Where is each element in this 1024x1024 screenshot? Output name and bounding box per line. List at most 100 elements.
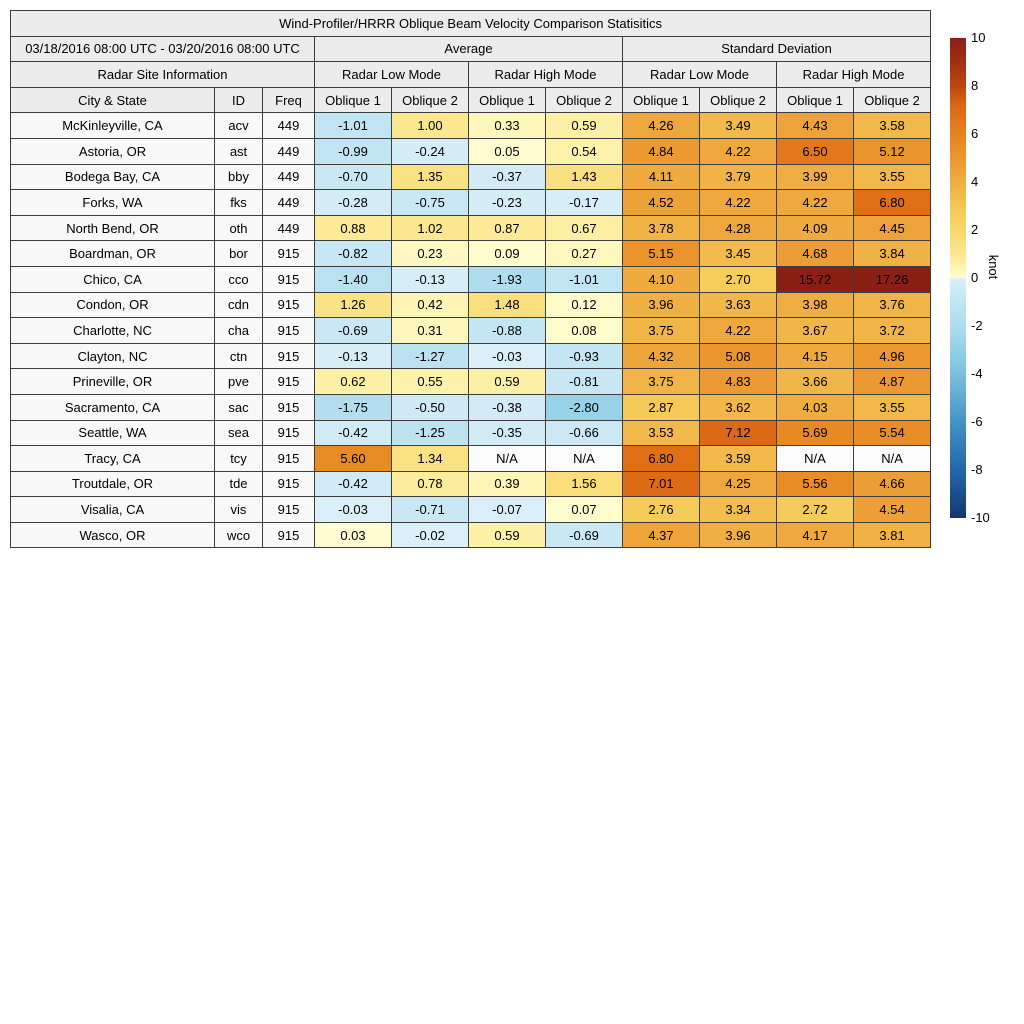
value-cell: -0.03 (468, 342, 546, 370)
colorbar-tick-label: 8 (971, 78, 979, 93)
value-cell: 1.34 (391, 445, 469, 472)
value-cell: 4.03 (776, 393, 854, 421)
value-cell: 3.55 (852, 393, 932, 421)
value-cell: -0.42 (314, 470, 392, 498)
value-cell: 6.80 (622, 445, 700, 472)
value-cell: -1.01 (545, 265, 623, 293)
value-cell: 3.49 (699, 112, 777, 139)
value-cell: 3.75 (622, 317, 700, 344)
value-cell: 4.25 (699, 470, 777, 498)
value-cell: 3.53 (622, 419, 700, 447)
value-cell: -1.75 (314, 393, 392, 421)
value-cell: 0.59 (468, 521, 546, 549)
city-cell: Sacramento, CA (10, 393, 215, 421)
city-state-header: City & State (10, 86, 215, 114)
value-cell: 1.26 (314, 291, 392, 319)
value-cell: 0.55 (391, 368, 469, 395)
colorbar-tick-label: -4 (971, 366, 983, 381)
city-cell: Chico, CA (10, 265, 215, 293)
value-cell: 3.62 (699, 393, 777, 421)
value-cell: 4.68 (776, 240, 854, 267)
colorbar-tick-label: -8 (971, 462, 983, 477)
city-cell: Clayton, NC (10, 342, 215, 370)
colorbar-tick-label: -6 (971, 414, 983, 429)
id-cell: cdn (214, 291, 263, 319)
freq-cell: 915 (262, 445, 315, 472)
table-row: Visalia, CA vis 915 -0.03 -0.71 -0.07 0.07 2.76… (10, 496, 932, 523)
table-row: Clayton, NC ctn 915 -0.13 -1.27 -0.03 -0.93 4.3… (10, 342, 932, 370)
value-cell: -1.40 (314, 265, 392, 293)
value-cell: 1.00 (391, 112, 469, 139)
value-cell: 15.72 (776, 265, 854, 293)
value-cell: 4.84 (622, 137, 700, 165)
colorbar-tick-label: 4 (971, 174, 979, 189)
value-cell: -0.23 (468, 189, 546, 216)
value-cell: -1.93 (468, 265, 546, 293)
value-cell: -0.13 (391, 265, 469, 293)
std-high-mode-header: Radar High Mode (775, 61, 932, 88)
value-cell: 4.28 (699, 214, 777, 242)
value-cell: 2.76 (622, 496, 700, 523)
value-cell: 0.27 (545, 240, 623, 267)
freq-cell: 449 (262, 214, 315, 242)
value-cell: 3.79 (699, 163, 777, 191)
value-cell: 4.09 (776, 214, 854, 242)
colorbar-unit-label: knot (986, 254, 1001, 280)
value-cell: 4.15 (776, 342, 854, 370)
colorbar-tick-label: -2 (971, 318, 983, 333)
oblique-header: Oblique 1 (776, 86, 854, 114)
table-row: Sacramento, CA sac 915 -1.75 -0.50 -0.38 -2.80… (10, 393, 932, 421)
table-row: Chico, CA cco 915 -1.40 -0.13 -1.93 -1.01 4.10 2… (10, 265, 932, 293)
value-cell: 3.81 (852, 521, 932, 549)
city-cell: Bodega Bay, CA (10, 163, 215, 191)
freq-cell: 915 (262, 265, 315, 293)
value-cell: -0.71 (391, 496, 469, 523)
group-header-row: 03/18/2016 08:00 UTC - 03/20/2016 08:00 … (10, 35, 932, 63)
id-cell: sac (214, 393, 263, 421)
value-cell: 3.96 (622, 291, 700, 319)
value-cell: 3.55 (852, 163, 932, 191)
value-cell: 3.84 (852, 240, 932, 267)
value-cell: 5.15 (622, 240, 700, 267)
colorbar-tick-label: 6 (971, 126, 979, 141)
value-cell: -0.69 (314, 317, 392, 344)
table-body: McKinleyville, CA acv 449 -1.01 1.00 0.33 0.59… (10, 112, 932, 549)
value-cell: -0.07 (468, 496, 546, 523)
value-cell: 5.56 (776, 470, 854, 498)
id-cell: sea (214, 419, 263, 447)
value-cell: 2.72 (776, 496, 854, 523)
value-cell: 3.99 (776, 163, 854, 191)
value-cell: 0.12 (545, 291, 623, 319)
freq-cell: 915 (262, 419, 315, 447)
id-cell: wco (214, 521, 263, 549)
value-cell: 4.10 (622, 265, 700, 293)
freq-cell: 915 (262, 521, 315, 549)
value-cell: 3.67 (776, 317, 854, 344)
value-cell: -0.17 (545, 189, 623, 216)
value-cell: 3.34 (699, 496, 777, 523)
freq-cell: 449 (262, 189, 315, 216)
value-cell: 4.52 (622, 189, 700, 216)
value-cell: -0.28 (314, 189, 392, 216)
table-row: Wasco, OR wco 915 0.03 -0.02 0.59 -0.69 4.37 3.9… (10, 521, 932, 549)
table-row: Tracy, CA tcy 915 5.60 1.34 N/A N/A 6.80 3.59 N/A… (10, 445, 932, 472)
freq-cell: 915 (262, 393, 315, 421)
date-range: 03/18/2016 08:00 UTC - 03/20/2016 08:00 … (10, 35, 315, 63)
id-cell: vis (214, 496, 263, 523)
value-cell: 1.35 (391, 163, 469, 191)
value-cell: 0.59 (468, 368, 546, 395)
table-row: McKinleyville, CA acv 449 -1.01 1.00 0.33 0.59… (10, 112, 932, 139)
value-cell: 2.87 (622, 393, 700, 421)
value-cell: 0.07 (545, 496, 623, 523)
value-cell: -0.13 (314, 342, 392, 370)
value-cell: 4.37 (622, 521, 700, 549)
table-row: Astoria, OR ast 449 -0.99 -0.24 0.05 0.54 4.84 4… (10, 137, 932, 165)
table-row: Bodega Bay, CA bby 449 -0.70 1.35 -0.37 1.43 4.… (10, 163, 932, 191)
value-cell: -0.38 (468, 393, 546, 421)
value-cell: -0.02 (391, 521, 469, 549)
value-cell: 4.22 (699, 317, 777, 344)
std-deviation-group-header: Standard Deviation (621, 35, 932, 63)
value-cell: 3.59 (699, 445, 777, 472)
value-cell: -0.93 (545, 342, 623, 370)
std-low-mode-header: Radar Low Mode (622, 61, 777, 88)
